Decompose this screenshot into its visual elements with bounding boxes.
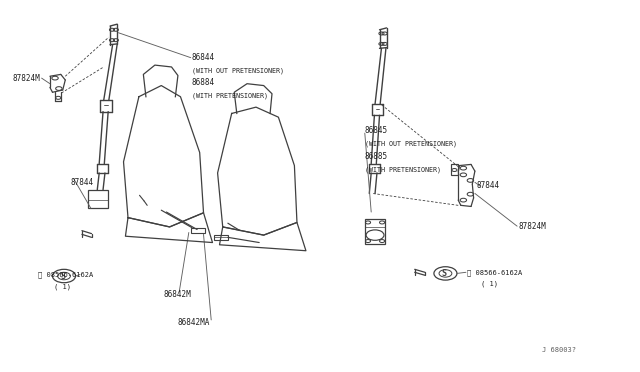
Text: 86844: 86844 [192,53,215,62]
Text: 87844: 87844 [477,182,500,190]
Text: 87824M: 87824M [13,74,40,83]
Text: J 68003?: J 68003? [542,347,576,353]
Text: (WITH OUT PRETENSIONER): (WITH OUT PRETENSIONER) [192,67,284,74]
Text: 87824M: 87824M [518,222,546,231]
Text: (WITH PRETENSIONER): (WITH PRETENSIONER) [365,166,441,173]
Text: S: S [60,272,65,280]
Text: 86885: 86885 [365,152,388,161]
Text: 86884: 86884 [192,78,215,87]
Text: Ⓢ 08566-6162A: Ⓢ 08566-6162A [38,271,93,278]
Text: S: S [442,269,447,278]
Text: ( 1): ( 1) [54,283,72,290]
Text: ( 1): ( 1) [481,281,499,288]
Text: 86842MA: 86842MA [178,318,211,327]
Text: 86845: 86845 [365,126,388,135]
Text: (WITH OUT PRETENSIONER): (WITH OUT PRETENSIONER) [365,141,457,147]
Text: 87844: 87844 [70,178,93,187]
Text: (WITH PRETENSIONER): (WITH PRETENSIONER) [192,92,268,99]
Text: 86842M: 86842M [163,290,191,299]
Text: Ⓢ 08566-6162A: Ⓢ 08566-6162A [467,269,522,276]
